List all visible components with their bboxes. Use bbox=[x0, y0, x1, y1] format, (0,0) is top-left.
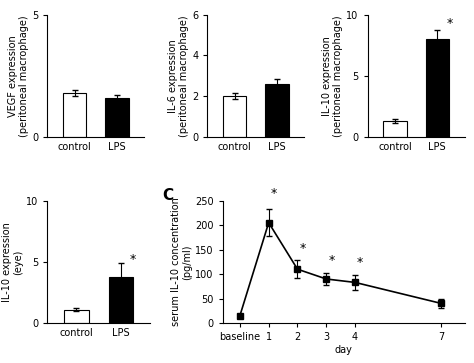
Text: C: C bbox=[162, 188, 173, 203]
Bar bbox=[105, 98, 128, 137]
Y-axis label: VEGF expression
(peritoneal macrophage): VEGF expression (peritoneal macrophage) bbox=[8, 15, 29, 136]
Text: *: * bbox=[271, 187, 277, 200]
Bar bbox=[64, 310, 89, 323]
Text: *: * bbox=[447, 17, 453, 30]
Bar bbox=[265, 84, 289, 137]
Y-axis label: IL-6 expression
(peritoneal macrophage): IL-6 expression (peritoneal macrophage) bbox=[168, 15, 190, 136]
Text: *: * bbox=[300, 241, 306, 254]
Text: *: * bbox=[328, 254, 335, 267]
Text: *: * bbox=[129, 253, 136, 266]
Text: *: * bbox=[357, 256, 364, 269]
Bar bbox=[223, 96, 246, 137]
X-axis label: day: day bbox=[335, 345, 353, 355]
Bar bbox=[109, 277, 134, 323]
Bar bbox=[383, 121, 407, 137]
Bar bbox=[63, 93, 86, 137]
Y-axis label: serum IL-10 concentration
(pg/ml): serum IL-10 concentration (pg/ml) bbox=[171, 197, 192, 326]
Bar bbox=[426, 39, 449, 137]
Y-axis label: IL-10 expression
(eye): IL-10 expression (eye) bbox=[2, 222, 23, 302]
Y-axis label: IL-10 expression
(peritoneal macrophage): IL-10 expression (peritoneal macrophage) bbox=[322, 15, 344, 136]
